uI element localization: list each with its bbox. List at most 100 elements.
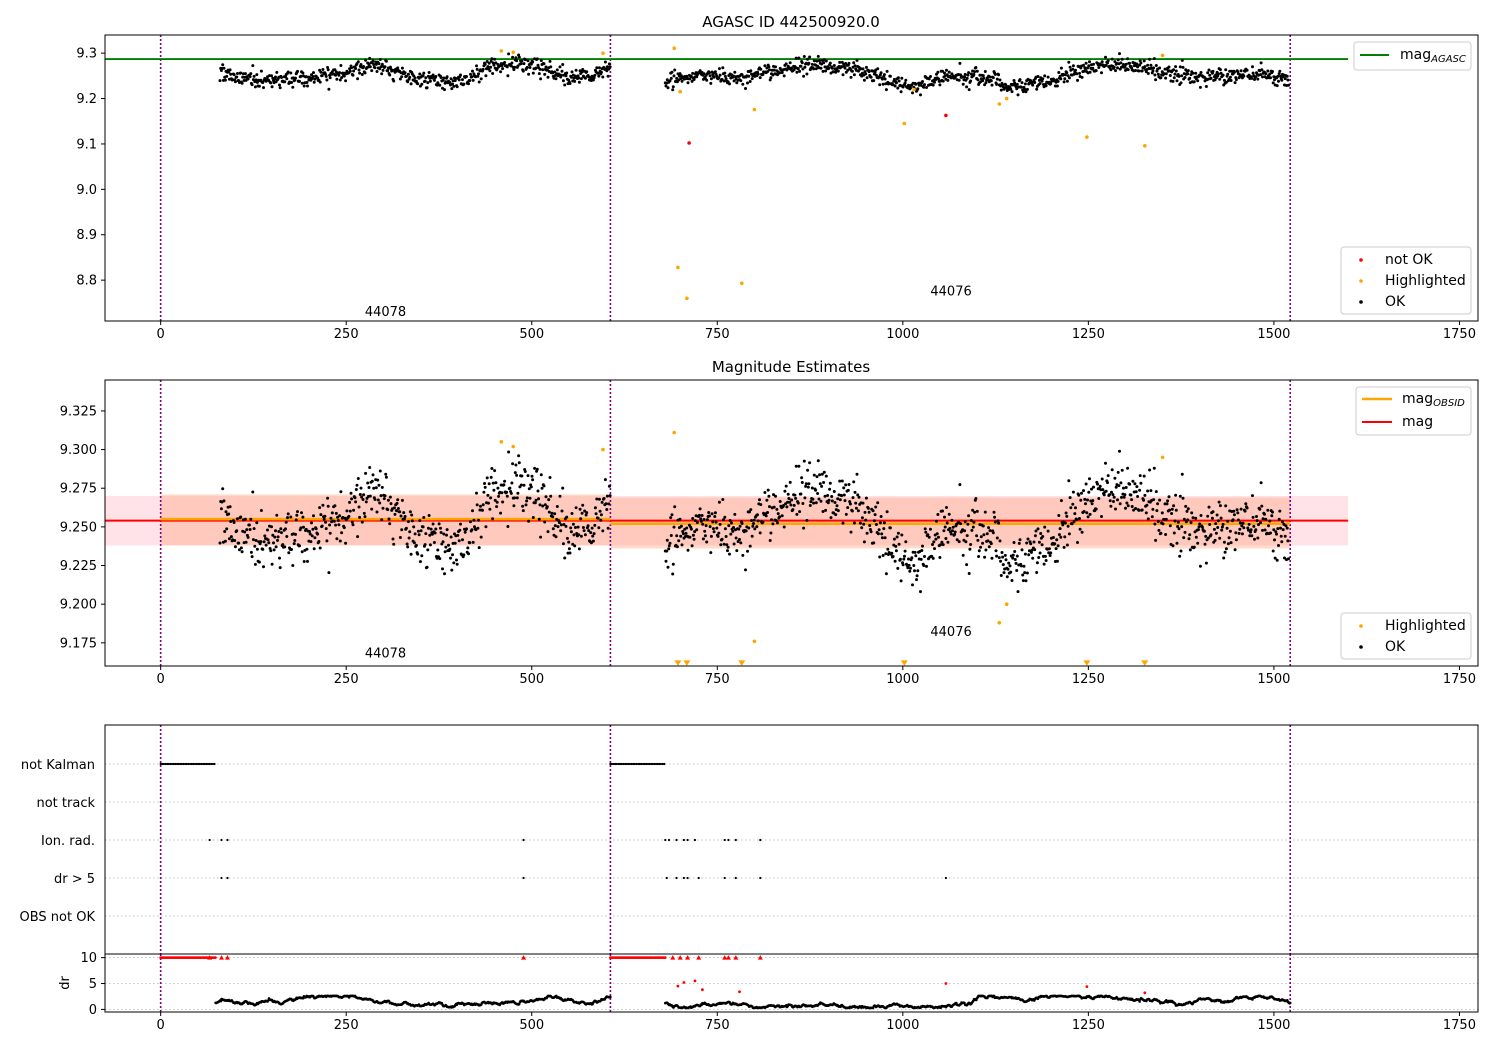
ok-point [547,498,551,502]
ok-point [1229,79,1233,82]
ok-point [1135,62,1139,66]
ok-point [833,501,837,504]
ok-point [1104,55,1107,59]
ok-point [727,524,731,528]
ok-point [701,522,705,526]
flag-point [203,762,206,766]
ok-point [476,526,480,530]
ok-point [953,532,957,536]
ok-point [752,518,756,522]
ok-point [838,498,842,502]
ok-point [493,498,497,502]
ok-point [988,529,992,533]
ok-point [992,510,996,514]
ok-point [267,541,271,545]
ok-point [896,86,900,90]
ok-point [445,75,449,79]
ok-point [553,512,557,516]
ok-point [1036,75,1040,78]
ok-point [447,543,450,547]
ok-point [381,506,385,510]
ok-point [1271,549,1275,553]
plot-background [105,35,1478,321]
ok-point [416,552,420,556]
ok-point [691,533,695,537]
ok-point [221,63,225,67]
ok-point [487,501,490,505]
ok-point [481,67,485,71]
ok-point [1073,512,1077,516]
ok-point [1071,64,1075,68]
ok-point [693,530,697,534]
flag-point [172,762,175,766]
ok-point [1275,558,1279,562]
ok-point [1194,71,1198,75]
ok-point [936,70,940,74]
ok-point [1031,83,1035,87]
ok-point [301,515,305,519]
ok-point [1245,506,1249,510]
ok-point [1054,547,1058,551]
ok-point [744,529,748,533]
ok-point [828,481,832,485]
ok-point [1240,532,1244,536]
ok-point [944,537,948,540]
ok-point [507,450,511,454]
ok-point [420,82,424,86]
ok-point [958,483,962,487]
ok-point [237,541,241,545]
ok-point [278,83,281,87]
ok-point [855,58,859,62]
ok-point [1023,82,1027,86]
ok-point [1152,57,1156,61]
ok-point [822,470,826,474]
ok-point [751,524,755,528]
ok-point [805,518,809,522]
ok-point [824,508,828,512]
ok-point [426,548,430,552]
ok-point [864,65,868,69]
ok-point [898,557,902,561]
ok-point [434,75,438,78]
ok-point [404,74,408,78]
ok-point [723,527,727,531]
ok-point [685,74,689,78]
flag-point [612,762,615,766]
ok-point [1150,515,1154,519]
highlighted-point [511,444,515,449]
ok-point [470,75,474,79]
ok-point [595,497,599,501]
ok-point [1178,554,1182,558]
ok-point [673,68,677,72]
ok-point [846,488,850,492]
ok-point [522,483,526,487]
ok-point [284,527,287,531]
ok-point [607,62,611,66]
plot-border [104,379,1479,667]
ok-point [488,69,492,73]
ok-point [759,67,763,71]
ok-point [442,532,446,536]
ok-point [509,491,513,495]
ok-point [788,61,792,65]
ok-point [510,61,514,65]
flag-point [645,762,648,766]
ok-point [310,534,314,538]
ok-point [481,503,485,507]
ok-point [721,518,725,522]
ok-point [964,540,968,544]
ok-point [459,73,462,77]
ok-point [901,563,905,567]
ok-point [1222,540,1226,544]
ok-point [360,520,364,524]
flag-point [627,762,630,766]
ok-point [1080,530,1084,534]
panel4-content [105,954,1478,1012]
ok-point [709,77,713,81]
ok-point [1038,551,1042,555]
dr-ok-point [1138,1000,1141,1003]
ok-point [240,81,244,85]
ok-point [903,549,907,553]
ok-point [961,82,965,86]
